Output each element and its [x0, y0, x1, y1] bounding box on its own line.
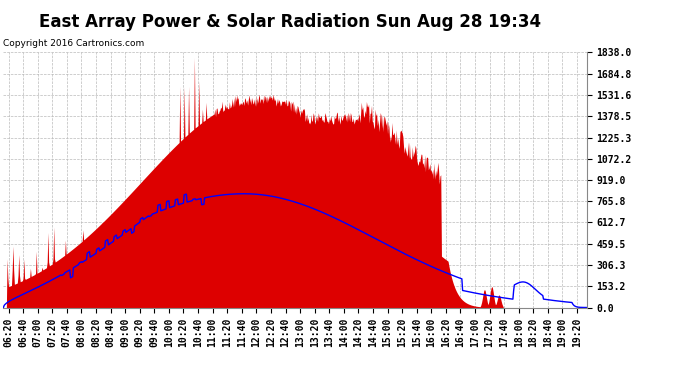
Text: Copyright 2016 Cartronics.com: Copyright 2016 Cartronics.com — [3, 39, 145, 48]
Text: East Array Power & Solar Radiation Sun Aug 28 19:34: East Array Power & Solar Radiation Sun A… — [39, 13, 541, 31]
